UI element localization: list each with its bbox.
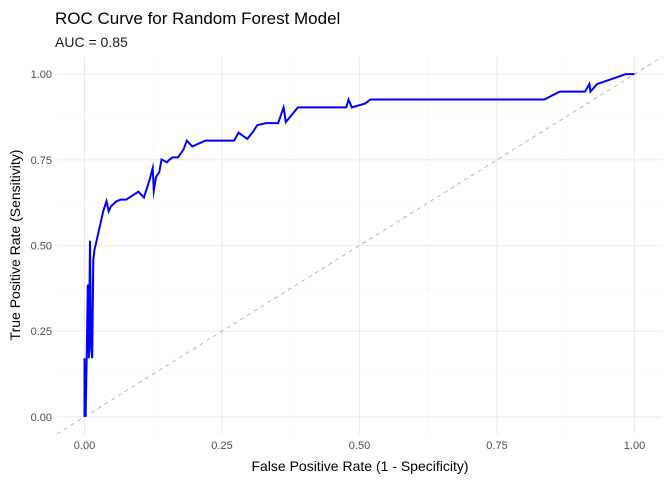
y-tick-label: 1.00	[31, 69, 52, 81]
y-axis-title: True Positive Rate (Sensitivity)	[7, 150, 23, 341]
x-tick-label: 0.50	[349, 440, 370, 452]
y-tick-label: 0.25	[31, 326, 52, 338]
roc-series	[83, 73, 635, 417]
roc-curve-line	[83, 73, 635, 417]
axis-ticks: 0.00 0.25 0.50 0.75 1.00 0.00 0.25 0.50 0.75 1.00	[31, 69, 646, 452]
grid-lines	[57, 57, 662, 434]
y-tick-label: 0.75	[31, 155, 52, 167]
chart-title: ROC Curve for Random Forest Model	[55, 9, 340, 28]
x-tick-label: 0.75	[486, 440, 507, 452]
x-tick-label: 0.00	[74, 440, 95, 452]
reference-diagonal	[56, 56, 663, 435]
y-tick-label: 0.00	[31, 412, 52, 424]
x-tick-label: 0.25	[211, 440, 232, 452]
reference-line	[56, 56, 663, 435]
chart-subtitle: AUC = 0.85	[55, 34, 128, 50]
x-tick-label: 1.00	[624, 440, 645, 452]
x-axis-title: False Positive Rate (1 - Specificity)	[251, 458, 468, 474]
y-tick-label: 0.50	[31, 241, 52, 253]
